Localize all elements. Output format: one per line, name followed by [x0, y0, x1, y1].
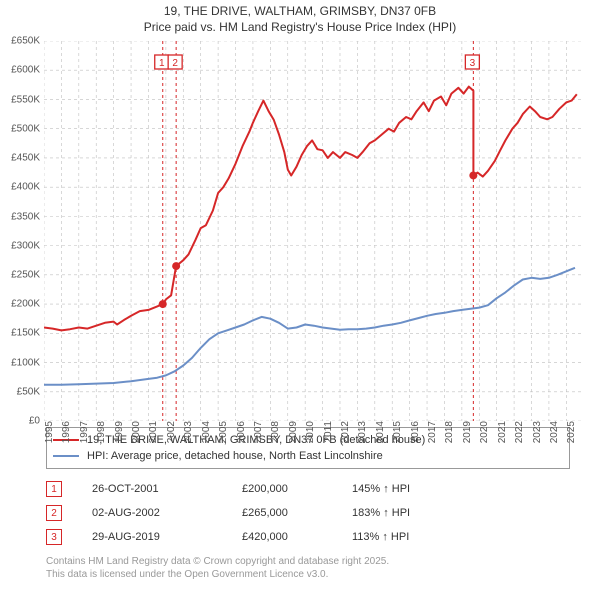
marker-pct-3: 113% ↑ HPI: [352, 531, 472, 543]
x-tick-label: 2024: [545, 421, 560, 443]
x-tick-label: 1995: [40, 421, 55, 443]
chart-container: { "title": { "line1": "19, THE DRIVE, WA…: [0, 0, 600, 590]
x-tick-label: 2002: [162, 421, 177, 443]
x-tick-label: 2022: [510, 421, 525, 443]
x-tick-label: 2007: [249, 421, 264, 443]
x-tick-label: 2025: [562, 421, 577, 443]
y-tick-label: £500K: [11, 123, 44, 134]
x-tick-label: 2023: [528, 421, 543, 443]
footer-line-1: Contains HM Land Registry data © Crown c…: [46, 555, 570, 568]
legend-label-hpi: HPI: Average price, detached house, Nort…: [87, 450, 383, 462]
x-tick-label: 2017: [423, 421, 438, 443]
x-tick-label: 2019: [458, 421, 473, 443]
x-tick-label: 2013: [353, 421, 368, 443]
x-tick-label: 1998: [92, 421, 107, 443]
svg-text:1: 1: [159, 58, 165, 69]
x-tick-label: 2008: [266, 421, 281, 443]
svg-text:3: 3: [470, 58, 476, 69]
chart-title: 19, THE DRIVE, WALTHAM, GRIMSBY, DN37 0F…: [0, 0, 600, 35]
y-tick-label: £350K: [11, 211, 44, 222]
x-tick-label: 2009: [284, 421, 299, 443]
marker-pct-2: 183% ↑ HPI: [352, 507, 472, 519]
marker-row-3: 3 29-AUG-2019 £420,000 113% ↑ HPI: [46, 525, 570, 549]
x-tick-label: 2000: [127, 421, 142, 443]
y-tick-label: £100K: [11, 357, 44, 368]
y-tick-label: £50K: [17, 386, 44, 397]
y-tick-label: £150K: [11, 328, 44, 339]
x-tick-label: 2021: [493, 421, 508, 443]
footer-line-2: This data is licensed under the Open Gov…: [46, 568, 570, 581]
marker-date-1: 26-OCT-2001: [92, 483, 242, 495]
title-line-1: 19, THE DRIVE, WALTHAM, GRIMSBY, DN37 0F…: [0, 4, 600, 20]
marker-badge-3: 3: [46, 529, 62, 545]
x-tick-label: 2003: [179, 421, 194, 443]
svg-text:2: 2: [172, 58, 178, 69]
x-tick-label: 2005: [214, 421, 229, 443]
marker-row-2: 2 02-AUG-2002 £265,000 183% ↑ HPI: [46, 501, 570, 525]
marker-date-2: 02-AUG-2002: [92, 507, 242, 519]
chart-svg: 12 3: [44, 41, 582, 421]
y-tick-label: £600K: [11, 65, 44, 76]
marker-badge-2: 2: [46, 505, 62, 521]
x-tick-label: 2011: [319, 421, 334, 443]
footer-attribution: Contains HM Land Registry data © Crown c…: [46, 555, 570, 581]
marker-row-1: 1 26-OCT-2001 £200,000 145% ↑ HPI: [46, 477, 570, 501]
y-tick-label: £550K: [11, 94, 44, 105]
x-tick-label: 2018: [440, 421, 455, 443]
y-tick-label: £200K: [11, 299, 44, 310]
x-tick-label: 2015: [388, 421, 403, 443]
y-tick-label: £450K: [11, 153, 44, 164]
title-line-2: Price paid vs. HM Land Registry's House …: [0, 20, 600, 36]
y-tick-label: £250K: [11, 270, 44, 281]
x-tick-label: 2001: [144, 421, 159, 443]
x-tick-label: 2004: [197, 421, 212, 443]
marker-price-3: £420,000: [242, 531, 352, 543]
marker-date-3: 29-AUG-2019: [92, 531, 242, 543]
x-tick-label: 1999: [110, 421, 125, 443]
x-tick-label: 2020: [475, 421, 490, 443]
marker-pct-1: 145% ↑ HPI: [352, 483, 472, 495]
legend-swatch-hpi: [53, 455, 79, 457]
x-tick-label: 2014: [371, 421, 386, 443]
chart-plot-area: 123 £0£50K£100K£150K£200K£250K£300K£350K…: [44, 41, 582, 421]
x-tick-label: 2006: [232, 421, 247, 443]
x-tick-label: 1997: [75, 421, 90, 443]
y-tick-label: £400K: [11, 182, 44, 193]
x-tick-label: 2012: [336, 421, 351, 443]
marker-badge-1: 1: [46, 481, 62, 497]
x-tick-label: 1996: [57, 421, 72, 443]
legend-row-hpi: HPI: Average price, detached house, Nort…: [53, 448, 563, 464]
marker-price-1: £200,000: [242, 483, 352, 495]
x-tick-label: 2016: [406, 421, 421, 443]
y-tick-label: £300K: [11, 240, 44, 251]
marker-price-2: £265,000: [242, 507, 352, 519]
marker-table: 1 26-OCT-2001 £200,000 145% ↑ HPI 2 02-A…: [46, 477, 570, 549]
y-tick-label: £650K: [11, 36, 44, 47]
x-tick-label: 2010: [301, 421, 316, 443]
